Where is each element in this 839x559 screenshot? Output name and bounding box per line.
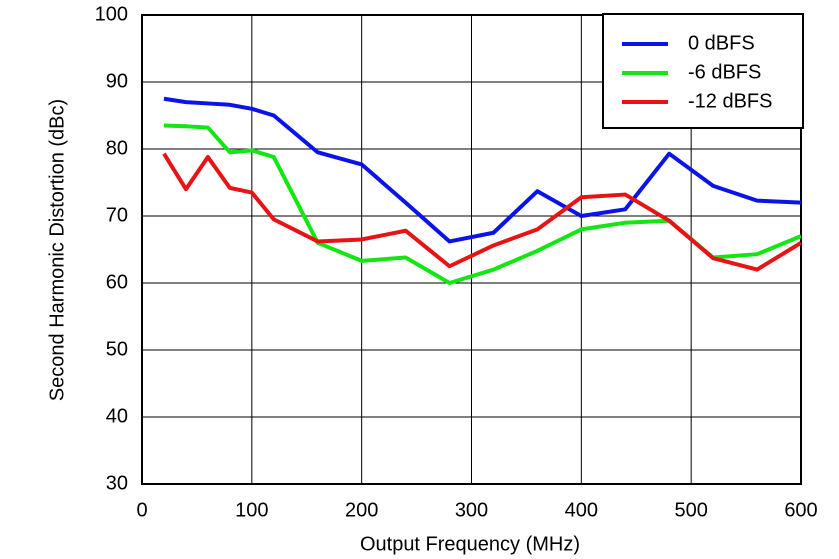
x-tick-label: 0 bbox=[136, 499, 147, 521]
y-tick-label: 80 bbox=[106, 137, 128, 159]
x-tick-label: 100 bbox=[235, 499, 268, 521]
legend-label: 0 dBFS bbox=[688, 32, 755, 54]
y-tick-label: 70 bbox=[106, 204, 128, 226]
data-line bbox=[163, 96, 802, 244]
y-tick-label: 90 bbox=[106, 70, 128, 92]
data-line bbox=[162, 152, 803, 272]
y-tick-label: 100 bbox=[95, 3, 128, 25]
plot-frame bbox=[141, 14, 802, 485]
x-tick-label: 400 bbox=[565, 499, 598, 521]
y-tick-label: 40 bbox=[106, 405, 128, 427]
x-tick-label: 500 bbox=[674, 499, 707, 521]
y-tick-label: 30 bbox=[106, 472, 128, 494]
y-axis-title: Second Harmonic Distortion (dBc) bbox=[46, 99, 68, 401]
legend-label: -6 dBFS bbox=[688, 61, 761, 83]
y-tick-label: 50 bbox=[106, 338, 128, 360]
x-tick-label: 200 bbox=[345, 499, 378, 521]
legend-label: -12 dBFS bbox=[688, 90, 772, 112]
x-tick-label: 300 bbox=[455, 499, 488, 521]
x-axis-title: Output Frequency (MHz) bbox=[360, 533, 580, 555]
x-tick-label: 600 bbox=[784, 499, 817, 521]
y-tick-label: 60 bbox=[106, 271, 128, 293]
